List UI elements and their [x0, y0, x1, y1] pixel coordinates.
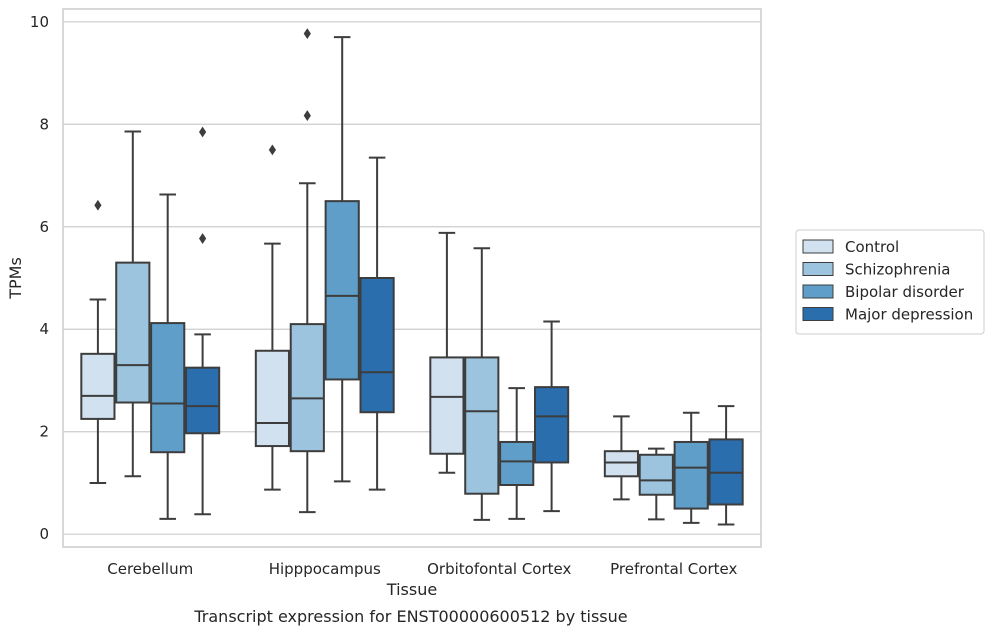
y-tick-label: 6	[39, 218, 49, 236]
box-iqr	[534, 386, 570, 464]
box-iqr	[499, 440, 535, 487]
box-iqr	[150, 322, 186, 454]
boxplot-series	[80, 28, 744, 526]
box-iqr	[115, 261, 151, 404]
box-control	[80, 199, 116, 484]
legend-swatch	[802, 307, 834, 321]
box-iqr	[324, 200, 360, 381]
x-tick-label: Prefrontal Cortex	[610, 560, 737, 578]
box-bipolar-disorder	[150, 193, 186, 520]
legend-label: Schizophrenia	[845, 261, 950, 279]
box-iqr	[289, 323, 325, 453]
box-iqr	[603, 450, 639, 478]
x-axis-ticks: Cerebellum Hipppocampus Orbitofontal Corte…	[107, 560, 737, 578]
box-iqr	[185, 366, 221, 435]
box-schizophrenia	[638, 447, 674, 521]
y-axis-ticks: 0 2 4 6 8 10	[30, 13, 49, 543]
x-tick-label: Cerebellum	[107, 560, 193, 578]
outlier-point	[303, 110, 311, 121]
y-tick-label: 8	[39, 115, 49, 133]
box-major-depression	[185, 126, 221, 516]
outlier-point	[303, 28, 311, 39]
y-axis-label: TPMs	[6, 257, 25, 300]
box-major-depression	[534, 320, 570, 513]
box-major-depression	[359, 156, 395, 491]
box-control	[603, 415, 639, 501]
legend: Control Schizophrenia Bipolar disorder Majo…	[795, 229, 985, 335]
box-iqr	[359, 277, 395, 414]
y-tick-label: 10	[30, 13, 49, 31]
box-control	[254, 144, 290, 491]
box-iqr	[464, 356, 500, 495]
legend-swatch	[802, 284, 834, 299]
legend-swatch	[802, 262, 834, 276]
plot-frame	[62, 8, 762, 548]
y-tick-label: 0	[39, 525, 49, 543]
box-iqr	[429, 356, 465, 455]
box-schizophrenia	[464, 247, 500, 521]
legend-item: Control	[802, 238, 899, 256]
outlier-point	[199, 126, 207, 138]
box-iqr	[254, 349, 290, 448]
box-bipolar-disorder	[499, 387, 535, 520]
chart-caption: Transcript expression for ENST0000060051…	[193, 607, 627, 626]
box-iqr	[80, 352, 116, 420]
y-tick-label: 2	[39, 423, 49, 441]
box-schizophrenia	[115, 130, 151, 478]
legend-item: Schizophrenia	[802, 261, 950, 279]
outlier-point	[268, 144, 276, 156]
legend-box	[795, 229, 985, 335]
y-tick-label: 4	[39, 320, 49, 338]
legend-item: Major depression	[802, 306, 973, 324]
box-bipolar-disorder	[673, 411, 709, 524]
legend-item: Bipolar disorder	[802, 283, 965, 301]
legend-label: Major depression	[845, 306, 973, 324]
box-major-depression	[708, 405, 744, 526]
outlier-point	[94, 199, 102, 211]
legend-swatch	[802, 239, 834, 254]
legend-label: Bipolar disorder	[845, 283, 965, 301]
box-schizophrenia	[289, 28, 325, 514]
x-tick-label: Hipppocampus	[269, 560, 381, 578]
box-iqr	[638, 453, 674, 496]
x-axis-label: Tissue	[386, 580, 437, 599]
legend-label: Control	[845, 238, 899, 256]
box-iqr	[673, 440, 709, 510]
outlier-point	[199, 233, 207, 244]
box-control	[429, 231, 465, 474]
x-tick-label: Orbitofontal Cortex	[427, 560, 571, 578]
box-bipolar-disorder	[324, 36, 360, 483]
